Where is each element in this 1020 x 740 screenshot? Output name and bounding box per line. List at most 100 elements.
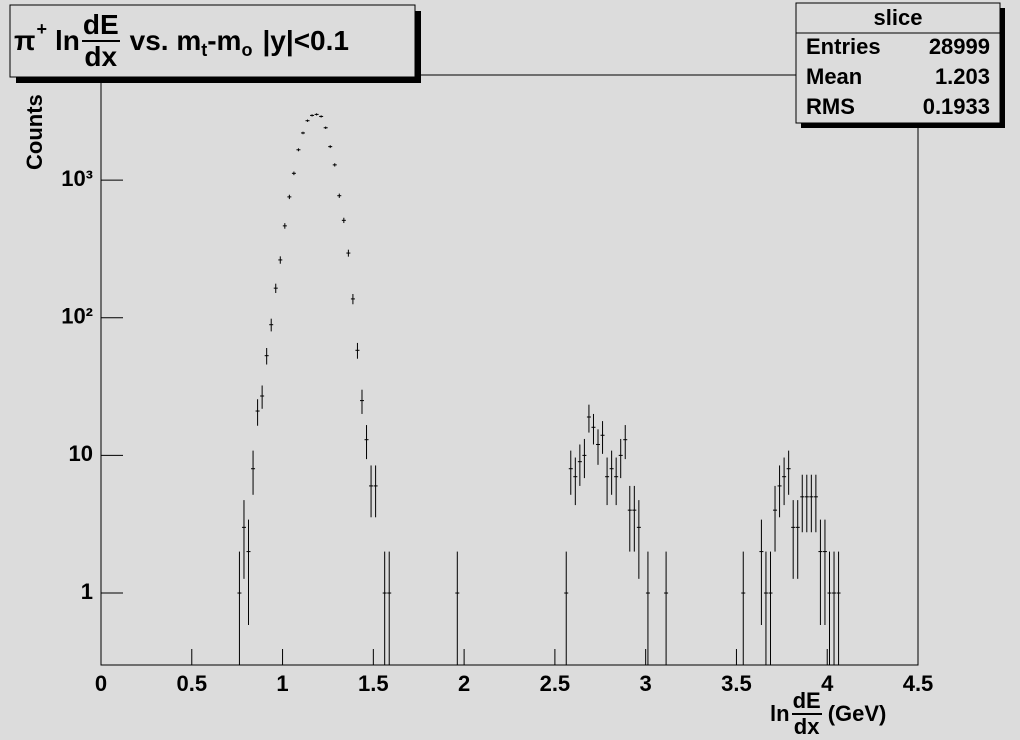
data-point bbox=[786, 450, 791, 495]
data-point bbox=[287, 194, 292, 200]
data-point bbox=[809, 474, 814, 533]
data-point bbox=[591, 413, 596, 445]
title-box bbox=[9, 4, 416, 78]
title-part: ln bbox=[54, 25, 80, 56]
data-point bbox=[314, 113, 319, 116]
title-part: dE bbox=[81, 9, 120, 42]
data-point bbox=[278, 256, 283, 264]
data-point bbox=[763, 551, 768, 665]
data-point bbox=[323, 126, 328, 129]
title-part: vs. m bbox=[129, 25, 202, 56]
x-label-part: dE bbox=[791, 688, 822, 715]
data-point bbox=[364, 425, 369, 460]
data-point bbox=[605, 457, 610, 506]
data-point bbox=[241, 500, 246, 579]
data-point bbox=[645, 551, 650, 665]
y-axis-label: Counts bbox=[22, 94, 47, 170]
data-point bbox=[782, 457, 787, 506]
data-point bbox=[359, 389, 364, 414]
data-point bbox=[632, 485, 637, 552]
x-tick-label: 3 bbox=[640, 671, 652, 696]
data-point bbox=[291, 171, 296, 176]
x-tick-label: 0.5 bbox=[176, 671, 207, 696]
data-point bbox=[568, 450, 573, 495]
x-tick-label: 4 bbox=[821, 671, 834, 696]
data-point bbox=[246, 519, 251, 625]
data-point bbox=[373, 465, 378, 518]
data-point bbox=[564, 551, 569, 665]
data-point bbox=[296, 148, 301, 152]
stats-value: 28999 bbox=[929, 34, 990, 59]
y-tick-label: 10² bbox=[61, 304, 93, 329]
data-point bbox=[759, 519, 764, 625]
stats-label: RMS bbox=[806, 94, 855, 119]
data-point bbox=[614, 457, 619, 506]
title-part: dx bbox=[84, 41, 118, 72]
data-point bbox=[636, 500, 641, 579]
data-point bbox=[791, 500, 796, 579]
data-point bbox=[804, 474, 809, 533]
data-point bbox=[818, 519, 823, 625]
x-tick-label: 3.5 bbox=[721, 671, 752, 696]
x-label-part: (GeV) bbox=[827, 701, 887, 726]
stats-title: slice bbox=[874, 5, 923, 30]
data-point bbox=[319, 115, 324, 118]
data-point bbox=[346, 249, 351, 257]
y-tick-label: 10 bbox=[69, 441, 93, 466]
data-point bbox=[573, 457, 578, 506]
title-part: t bbox=[201, 39, 208, 60]
x-label-part: dx bbox=[793, 714, 820, 739]
x-label-fraction: dE dx bbox=[791, 688, 822, 739]
data-point bbox=[586, 404, 591, 433]
data-point bbox=[255, 399, 260, 426]
data-point bbox=[664, 551, 669, 665]
data-point bbox=[264, 347, 269, 365]
data-point bbox=[623, 425, 628, 460]
data-point bbox=[387, 551, 392, 665]
data-point bbox=[800, 474, 805, 533]
data-point bbox=[609, 450, 614, 495]
y-tick-label: 10³ bbox=[61, 166, 93, 191]
data-point bbox=[822, 519, 827, 625]
plot-frame bbox=[100, 74, 919, 666]
stats-box bbox=[795, 2, 1001, 124]
data-point bbox=[269, 318, 274, 332]
y-tick-label: 1 bbox=[81, 579, 93, 604]
x-tick-label: 1.5 bbox=[358, 671, 389, 696]
data-point bbox=[582, 438, 587, 479]
data-point bbox=[341, 217, 346, 224]
data-point bbox=[355, 342, 360, 359]
data-point bbox=[332, 163, 337, 167]
data-point bbox=[577, 444, 582, 486]
data-point bbox=[827, 551, 832, 665]
data-point bbox=[350, 294, 355, 305]
data-point bbox=[260, 385, 265, 409]
data-point bbox=[369, 465, 374, 518]
data-point bbox=[282, 223, 287, 229]
data-point bbox=[305, 119, 310, 122]
x-tick-label: 2 bbox=[458, 671, 470, 696]
data-point bbox=[455, 551, 460, 665]
data-point bbox=[328, 145, 333, 149]
title-part: + bbox=[36, 18, 47, 39]
data-point bbox=[600, 421, 605, 454]
data-point bbox=[382, 551, 387, 665]
data-point bbox=[773, 485, 778, 552]
x-tick-label: 1 bbox=[276, 671, 288, 696]
stats-value: 1.203 bbox=[935, 64, 990, 89]
data-point bbox=[768, 551, 773, 665]
stats-label: Mean bbox=[806, 64, 862, 89]
title-part: -m bbox=[207, 25, 242, 56]
stats-label: Entries bbox=[806, 34, 881, 59]
x-tick-label: 2.5 bbox=[540, 671, 571, 696]
data-point bbox=[832, 551, 837, 665]
data-point bbox=[237, 551, 242, 665]
data-point bbox=[300, 131, 305, 135]
plot-area bbox=[237, 113, 841, 665]
data-point bbox=[813, 474, 818, 533]
stats-value: 0.1933 bbox=[923, 94, 990, 119]
data-point bbox=[273, 283, 278, 294]
data-point bbox=[251, 450, 256, 495]
